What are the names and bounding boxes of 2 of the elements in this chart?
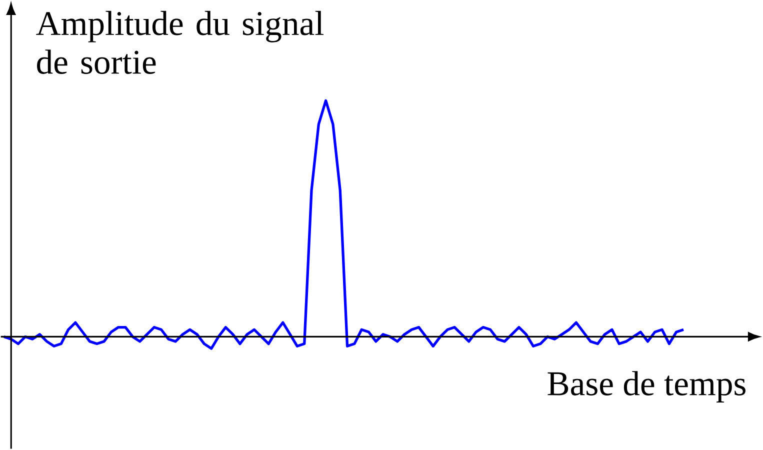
y-axis-title: Amplitude du signal de sortie [36, 11, 324, 74]
x-axis-title: Base de temps [548, 371, 746, 403]
